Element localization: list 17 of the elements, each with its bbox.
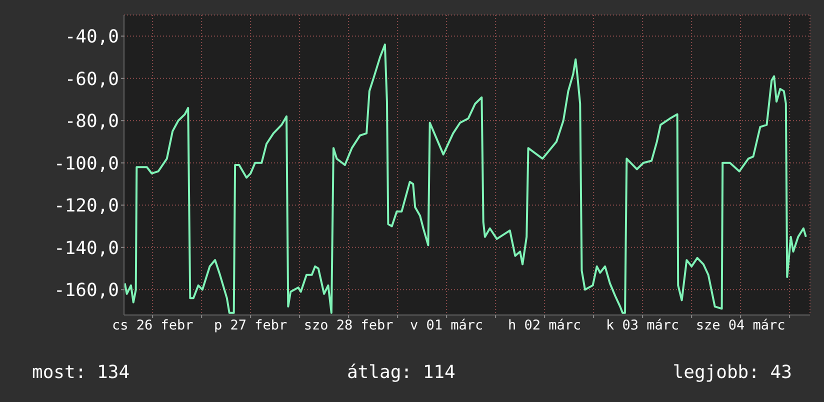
x-tick-label: szo 28 febr: [304, 318, 394, 334]
x-tick-label: v 01 márc: [410, 318, 484, 334]
y-tick-label: -160,0: [54, 280, 119, 302]
x-tick-label: h 02 márc: [508, 318, 582, 334]
text: legjobb: 43: [672, 362, 792, 383]
x-tick-label: cs 26 febr: [112, 318, 194, 334]
y-tick-label: -100,0: [54, 153, 119, 174]
y-tick-label: -60,0: [64, 68, 119, 90]
x-tick-label: k 03 márc: [606, 318, 680, 334]
x-tick-label: p 27 febr: [214, 318, 288, 334]
text: átlag: 114: [346, 362, 456, 383]
y-tick-label: -140,0: [54, 238, 119, 259]
text: most: 134: [32, 362, 130, 383]
y-tick-label: -40,0: [64, 26, 119, 48]
y-tick-label: -120,0: [54, 196, 119, 217]
x-tick-label: sze 04 márc: [696, 318, 786, 334]
y-tick-label: -80,0: [64, 111, 119, 132]
